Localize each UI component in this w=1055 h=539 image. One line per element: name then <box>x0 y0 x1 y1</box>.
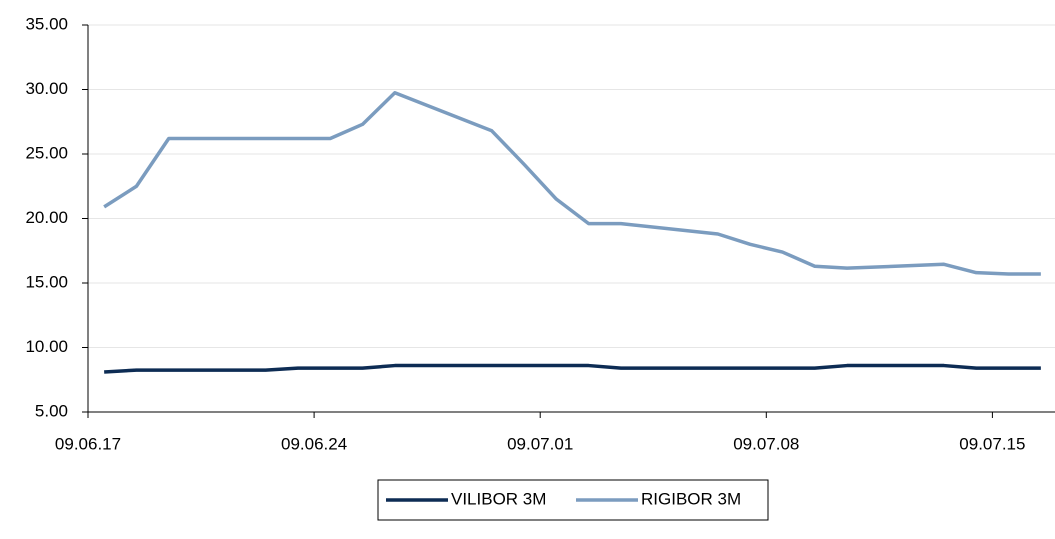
y-tick-label: 25.00 <box>25 143 68 162</box>
x-tick-label: 09.07.08 <box>733 434 799 453</box>
x-tick-label: 09.07.01 <box>507 434 573 453</box>
legend-label: VILIBOR 3M <box>451 489 546 508</box>
y-tick-label: 30.00 <box>25 79 68 98</box>
x-tick-label: 09.07.15 <box>959 434 1025 453</box>
y-tick-label: 15.00 <box>25 272 68 291</box>
legend-label: RIGIBOR 3M <box>641 489 741 508</box>
y-tick-label: 35.00 <box>25 14 68 33</box>
y-tick-label: 5.00 <box>35 401 68 420</box>
y-tick-label: 20.00 <box>25 208 68 227</box>
line-series <box>103 90 1041 276</box>
x-tick-label: 09.06.17 <box>55 434 121 453</box>
y-tick-label: 10.00 <box>25 337 68 356</box>
x-tick-label: 09.06.24 <box>281 434 347 453</box>
line-series <box>104 363 1041 374</box>
